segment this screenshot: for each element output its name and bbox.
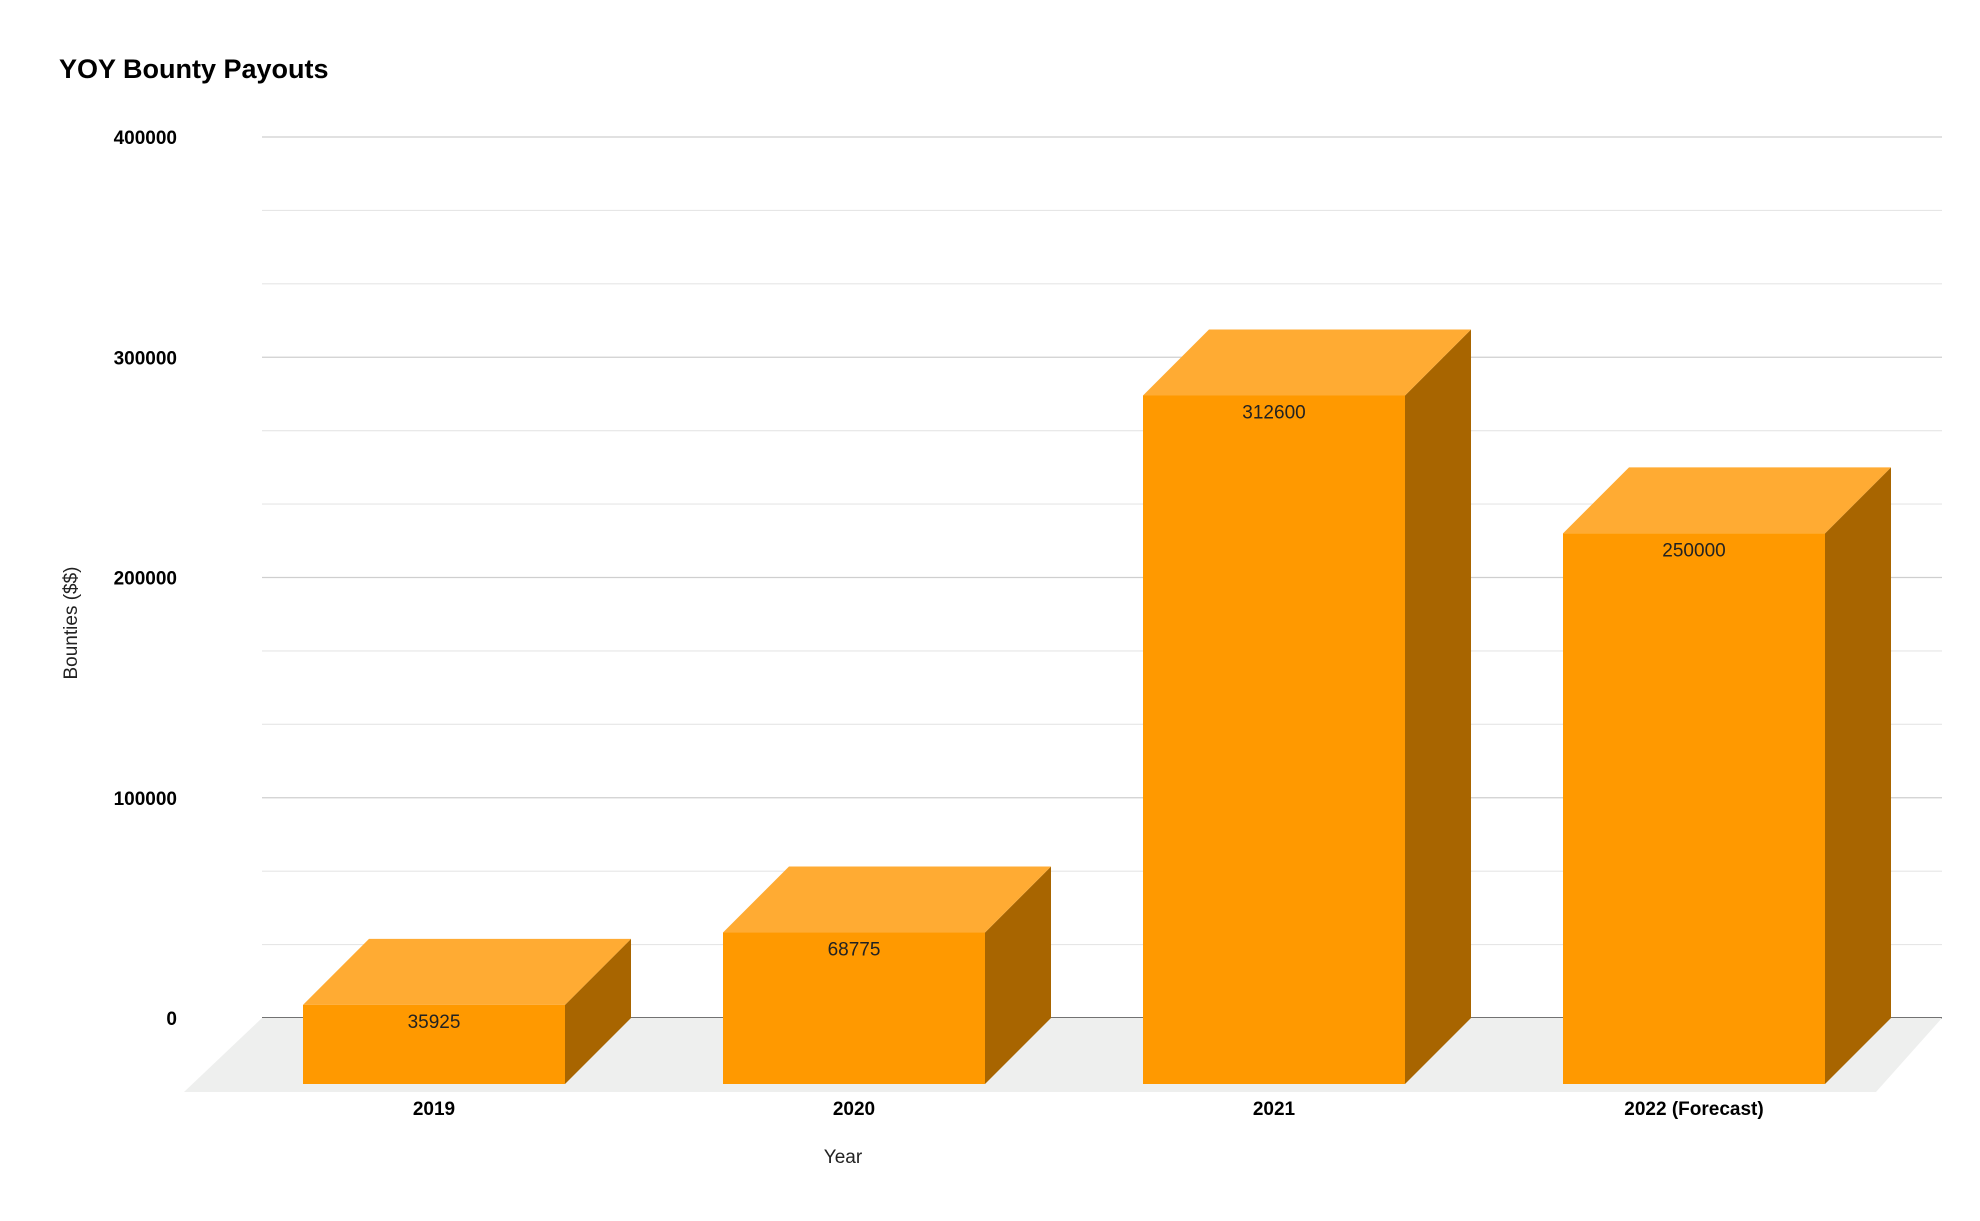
bar-side-face (985, 866, 1051, 1084)
data-label: 250000 (1662, 540, 1725, 561)
x-tick-label: 2022 (Forecast) (1624, 1099, 1763, 1120)
bar-front-face (303, 1004, 565, 1084)
y-axis-label: Bounties ($$) (61, 566, 82, 679)
bar-front-face (723, 932, 985, 1084)
data-label: 35925 (408, 1012, 461, 1033)
bar-top-face (303, 938, 631, 1005)
y-tick-label: 0 (166, 1009, 177, 1030)
data-label: 68775 (828, 940, 881, 961)
floor-plane (184, 1018, 1942, 1092)
bar-front-face (1563, 533, 1825, 1084)
y-tick-label: 100000 (114, 789, 177, 810)
x-tick-label: 2021 (1253, 1099, 1296, 1120)
y-tick-label: 200000 (114, 569, 177, 590)
bar-front-face (1143, 395, 1405, 1084)
bar-top-face (1563, 467, 1891, 534)
bar: 35925 (303, 938, 631, 1084)
y-axis-ticks: 0 100000 200000 300000 400000 (114, 128, 177, 1030)
y-tick-label: 300000 (114, 348, 177, 369)
bar: 68775 (723, 866, 1051, 1084)
bar: 250000 (1563, 467, 1891, 1084)
x-tick-label: 2020 (833, 1099, 875, 1120)
x-axis-ticks: 2019 2020 2021 2022 (Forecast) (413, 1099, 1764, 1120)
bar-side-face (1405, 329, 1471, 1084)
gridlines (262, 136, 1942, 1019)
data-label: 312600 (1242, 402, 1305, 423)
chart-floor (184, 1018, 1942, 1092)
bar-side-face (1825, 467, 1891, 1084)
bars: 35925 68775 312600 250000 (303, 329, 1891, 1084)
bar-top-face (723, 866, 1051, 933)
bar: 312600 (1143, 329, 1471, 1084)
x-axis-label: Year (824, 1147, 863, 1168)
y-tick-label: 400000 (114, 128, 177, 149)
bar-side-face (565, 938, 631, 1084)
bar-top-face (1143, 329, 1471, 396)
x-tick-label: 2019 (413, 1099, 455, 1120)
chart-title: YOY Bounty Payouts (59, 54, 329, 84)
